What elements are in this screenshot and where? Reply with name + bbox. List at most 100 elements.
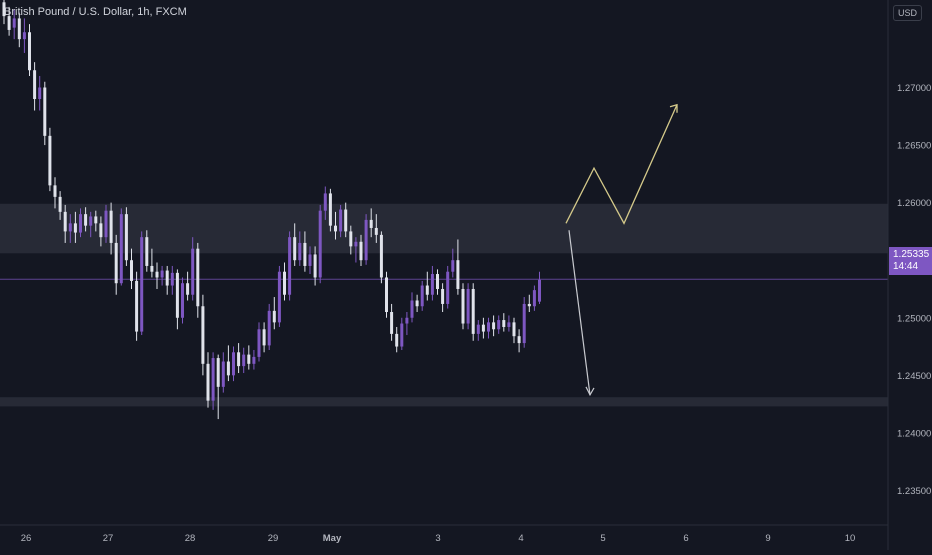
- candle-body: [7, 16, 11, 30]
- support-zone: [0, 397, 888, 407]
- candle-body: [527, 303, 531, 307]
- time-tick-label: 27: [103, 533, 114, 544]
- candle-body: [48, 135, 52, 186]
- candle-body: [68, 223, 72, 232]
- candle-body: [155, 271, 159, 278]
- candle-body: [84, 214, 88, 226]
- candle-body: [257, 329, 261, 357]
- candle-body: [277, 271, 281, 323]
- candle-body: [323, 193, 327, 211]
- time-tick-label: 3: [435, 533, 440, 544]
- bearish-arrowhead: [585, 386, 595, 397]
- candle-body: [226, 361, 230, 376]
- candle-body: [532, 290, 536, 307]
- candle-body: [492, 322, 496, 330]
- candle-body: [436, 274, 439, 289]
- candle-body: [109, 210, 113, 243]
- symbol-title[interactable]: British Pound / U.S. Dollar, 1h, FXCM: [4, 6, 187, 18]
- candle-body: [160, 270, 164, 278]
- candle-body: [28, 32, 31, 71]
- candle-body: [186, 283, 190, 295]
- candle-body: [517, 336, 521, 344]
- candle-body: [420, 285, 424, 307]
- candle-body: [150, 265, 154, 272]
- candle-body: [140, 237, 144, 332]
- candle-body: [390, 312, 394, 334]
- candle-body: [430, 274, 434, 295]
- time-tick-label: 6: [683, 533, 688, 544]
- candle-body: [344, 209, 348, 232]
- candle-body: [481, 324, 485, 332]
- candle-body: [206, 363, 210, 401]
- candle-body: [415, 300, 419, 307]
- candle-body: [196, 248, 200, 307]
- price-tick-label: 1.26000: [897, 198, 931, 209]
- candle-body: [119, 214, 123, 284]
- bullish-projection-path: [565, 104, 678, 225]
- candle-body: [89, 216, 93, 226]
- candle-body: [471, 288, 475, 334]
- candle-body: [267, 310, 271, 346]
- last-price-value: 1.25335: [893, 249, 930, 260]
- candle-body: [33, 70, 37, 100]
- candle-body: [328, 193, 332, 226]
- candle-body: [94, 216, 98, 224]
- time-tick-label: 5: [600, 533, 605, 544]
- candle-body: [242, 354, 246, 367]
- candle-body: [502, 320, 506, 327]
- candle-body: [456, 260, 460, 289]
- candle-body: [79, 214, 82, 233]
- candle-body: [237, 352, 241, 367]
- candle-body: [124, 214, 128, 261]
- price-tick-label: 1.25000: [897, 313, 931, 324]
- candle-body: [22, 32, 26, 40]
- time-tick-label: 28: [185, 533, 196, 544]
- candle-body: [262, 329, 266, 346]
- bearish-projection-path: [568, 230, 591, 395]
- price-tick-label: 1.27000: [897, 83, 931, 94]
- candle-body: [522, 303, 526, 344]
- candle-body: [410, 300, 414, 318]
- candle-body: [385, 277, 388, 313]
- candle-body: [400, 323, 404, 347]
- candle-body: [441, 288, 445, 304]
- candle-body: [99, 223, 103, 238]
- candle-body: [497, 320, 501, 330]
- candle-body: [63, 211, 67, 232]
- candle-body: [395, 333, 399, 347]
- candle-body: [293, 237, 297, 261]
- candle-body: [170, 272, 174, 286]
- candle-body: [334, 225, 337, 232]
- candle-body: [135, 280, 139, 332]
- candle-body: [303, 242, 307, 266]
- candle-body: [12, 18, 16, 28]
- candle-body: [288, 237, 292, 295]
- price-tick-label: 1.24500: [897, 371, 931, 382]
- candle-body: [451, 260, 455, 272]
- currency-button[interactable]: USD: [892, 5, 922, 21]
- candle-body: [232, 352, 235, 376]
- candle-body: [487, 322, 490, 332]
- candle-body: [283, 271, 286, 295]
- candle-body: [2, 2, 6, 17]
- candle-body: [405, 317, 409, 324]
- candle-body: [165, 270, 169, 286]
- time-tick-label: 26: [21, 533, 32, 544]
- time-tick-label: 4: [518, 533, 523, 544]
- candle-body: [538, 279, 541, 302]
- candle-body: [73, 223, 77, 233]
- candle-body: [114, 242, 118, 284]
- candle-body: [512, 322, 516, 337]
- candle-body: [272, 310, 276, 323]
- price-tick-label: 1.26500: [897, 141, 931, 152]
- candle-body: [364, 219, 368, 261]
- candle-body: [339, 209, 343, 232]
- candle-body: [130, 260, 133, 281]
- candle-body: [221, 361, 225, 387]
- candle-body: [247, 354, 251, 364]
- candle-body: [211, 358, 215, 401]
- candle-body: [476, 324, 480, 334]
